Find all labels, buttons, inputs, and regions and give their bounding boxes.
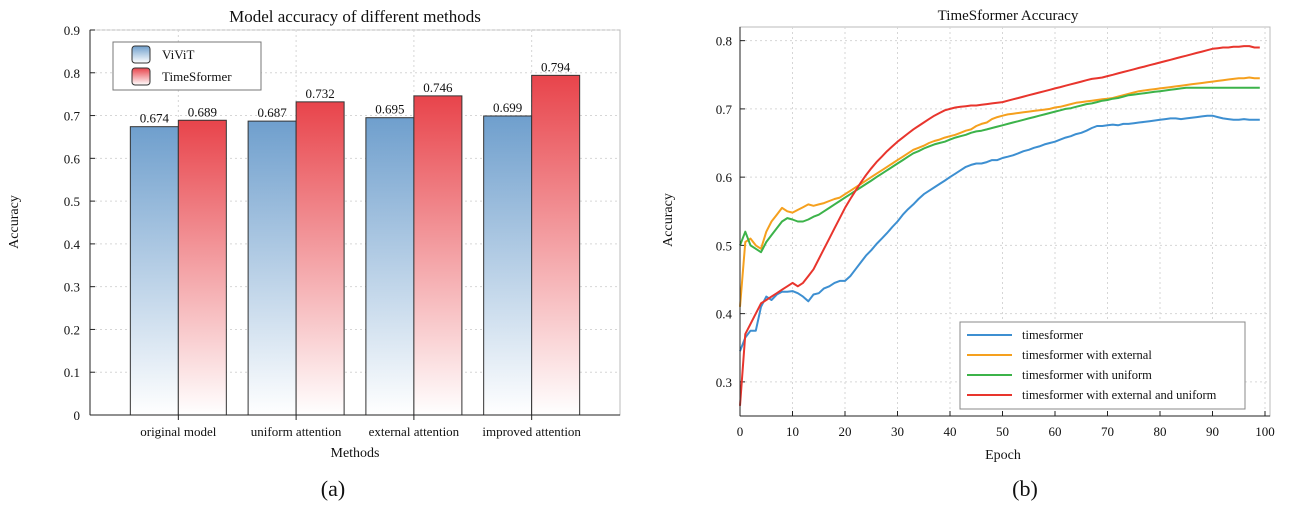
legend-label-uniform: timesformer with uniform: [1022, 368, 1152, 382]
bar-y-tick-label: 0.1: [64, 365, 80, 380]
line-chart-panel: TimeSformer Accuracy 0.30.40.50.60.70.8 …: [661, 8, 1275, 501]
legend-label-vivit: ViViT: [162, 47, 194, 62]
line-x-tick-label: 50: [996, 424, 1009, 439]
line-y-tick-label: 0.3: [716, 375, 732, 390]
line-series-timesformer: [739, 114, 1260, 352]
line-chart-title: TimeSformer Accuracy: [938, 8, 1079, 24]
line-y-tick-label: 0.7: [716, 102, 733, 117]
line-series-timesformer-with-external: [739, 76, 1260, 307]
bar-y-axis-label: Accuracy: [7, 195, 22, 249]
line-x-tick-label: 70: [1101, 424, 1114, 439]
legend-swatch-vivit: [131, 45, 151, 64]
bar-y-tick-label: 0.6: [64, 151, 81, 166]
legend-label-external-uniform: timesformer with external and uniform: [1022, 388, 1217, 402]
bar-vivit: [483, 115, 533, 416]
line-x-axis-label: Epoch: [985, 448, 1021, 463]
bar-legend: ViViT TimeSformer: [112, 41, 262, 91]
bar-value-label: 0.687: [257, 105, 287, 120]
bar-x-tick-label: original model: [140, 424, 217, 439]
bar-chart-title: Model accuracy of different methods: [229, 7, 481, 26]
line-y-tick-label: 0.6: [716, 170, 733, 185]
line-x-tick-label: 30: [891, 424, 904, 439]
line-legend: timesformer timesformer with external ti…: [959, 321, 1246, 410]
line-y-tick-label: 0.5: [716, 238, 732, 253]
bar-y-tick-label: 0.7: [64, 109, 81, 124]
bar-vivit: [365, 117, 415, 416]
bar-y-tick-label: 0.2: [64, 322, 80, 337]
bar-timesformer: [531, 74, 581, 416]
bar-x-tick-label: improved attention: [482, 424, 581, 439]
line-x-tick-label: 40: [944, 424, 957, 439]
line-x-tick-label: 100: [1255, 424, 1275, 439]
bar-timesformer: [413, 95, 463, 416]
bar-value-label: 0.689: [188, 104, 217, 119]
line-x-tick-label: 10: [786, 424, 799, 439]
bar-y-ticks: 0 0.1 0.2 0.3 0.4 0.5 0.6 0.7 0.8 0.9: [64, 23, 95, 423]
line-series-timesformer-with-uniform: [739, 86, 1260, 254]
bar-value-label: 0.674: [140, 111, 170, 126]
bar-y-tick-label: 0.5: [64, 194, 80, 209]
line-x-ticks: 0 10 20 30 40 50 60 70 80 90 100: [737, 411, 1275, 439]
legend-label-timesformer-line: timesformer: [1022, 328, 1084, 342]
line-y-axis-label: Accuracy: [661, 193, 676, 247]
bar-y-tick-label: 0.4: [64, 237, 81, 252]
bar-x-tick-label: external attention: [369, 424, 460, 439]
legend-label-external: timesformer with external: [1022, 348, 1152, 362]
bar-x-axis-label: Methods: [331, 446, 380, 461]
line-y-tick-label: 0.8: [716, 34, 732, 49]
bar-vivit: [129, 126, 179, 416]
line-x-tick-label: 80: [1154, 424, 1167, 439]
bar-y-tick-label: 0.8: [64, 66, 80, 81]
line-y-tick-label: 0.4: [716, 307, 733, 322]
line-series-timesformer-with-external-and-uniform: [739, 45, 1260, 406]
bar-value-label: 0.699: [493, 100, 522, 115]
bar-value-label: 0.794: [541, 59, 571, 74]
bar-value-label: 0.746: [423, 80, 453, 95]
line-x-tick-label: 90: [1206, 424, 1219, 439]
panel-label-b: (b): [1012, 476, 1038, 501]
line-y-ticks: 0.3 0.4 0.5 0.6 0.7 0.8: [716, 34, 745, 390]
bar-x-ticks: original model uniform attention external …: [140, 415, 581, 439]
line-x-tick-label: 20: [839, 424, 852, 439]
line-x-tick-label: 0: [737, 424, 744, 439]
bar-chart-panel: Model accuracy of different methods 0 0.1…: [7, 7, 621, 501]
bar-value-label: 0.732: [305, 86, 334, 101]
bar-y-tick-label: 0: [74, 408, 81, 423]
bar-value-label: 0.695: [375, 102, 404, 117]
bar-x-tick-label: uniform attention: [251, 424, 342, 439]
bar-timesformer: [177, 119, 227, 416]
bar-y-tick-label: 0.9: [64, 23, 80, 38]
legend-label-timesformer: TimeSformer: [162, 69, 232, 84]
panel-label-a: (a): [321, 476, 345, 501]
bar-y-tick-label: 0.3: [64, 280, 80, 295]
line-series: [739, 45, 1260, 406]
bar-timesformer: [295, 101, 345, 416]
legend-swatch-timesformer: [131, 67, 151, 86]
bar-vivit: [247, 120, 297, 416]
bar-series: 0.674 0.689 0.687 0.732 0.695 0.746 0.699 0.794: [129, 59, 581, 416]
line-x-tick-label: 60: [1049, 424, 1062, 439]
